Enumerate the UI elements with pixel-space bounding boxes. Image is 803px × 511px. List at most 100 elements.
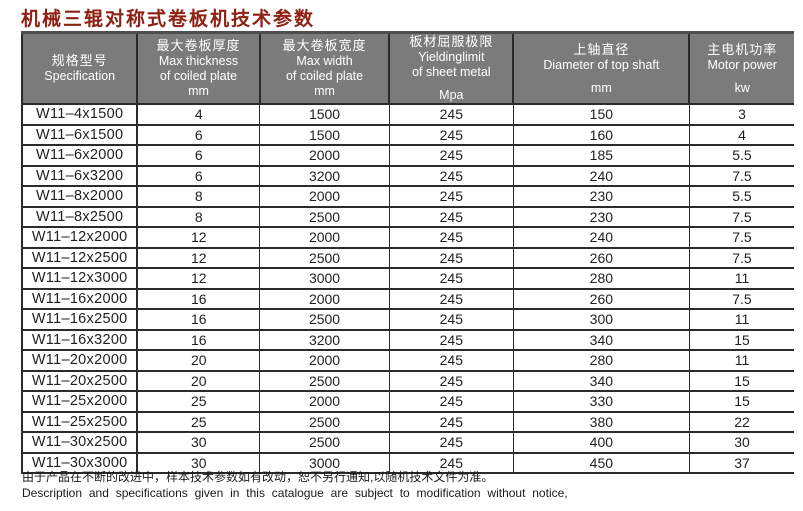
table-row: W11–6x3200 6 3200 245 240 7.5	[20, 165, 794, 187]
footer-note: 由于产品在不断的改进中，样本技术参数如有改动，恕不另行通知,以随机技术文件为准。…	[22, 470, 792, 501]
table-cell: 150	[512, 104, 690, 126]
table-cell: 16	[136, 329, 260, 351]
table-cell: 12	[136, 247, 260, 269]
table-cell: 25	[136, 391, 260, 413]
table-cell: 12	[136, 268, 260, 290]
table-cell: 245	[388, 309, 514, 331]
column-header-en: Diameter of top shaft	[543, 57, 660, 72]
table-row: W11–4x1500 4 1500 245 150 3	[20, 104, 794, 126]
table-cell: 2500	[259, 432, 390, 454]
table-cell: 1500	[259, 104, 390, 126]
table-cell: W11–25x2000	[20, 391, 138, 413]
table-cell: 11	[688, 309, 794, 331]
table-cell: 30	[136, 432, 260, 454]
table-cell: 280	[512, 268, 690, 290]
table-cell: 4	[688, 124, 794, 146]
table-cell: 2000	[259, 145, 390, 167]
column-header-en: of coiled plate	[285, 69, 364, 83]
table-row: W11–8x2000 8 2000 245 230 5.5	[20, 186, 794, 208]
table-cell: 15	[688, 391, 794, 413]
table-cell: 7.5	[688, 227, 794, 249]
table-cell: 245	[388, 452, 514, 474]
table-cell: 12	[136, 227, 260, 249]
table-cell: 245	[388, 391, 514, 413]
table-cell: W11–16x2000	[20, 288, 138, 310]
table-row: W11–8x2500 8 2500 245 230 7.5	[20, 206, 794, 228]
table-cell: 30	[136, 452, 260, 474]
table-cell: W11–12x3000	[20, 268, 138, 290]
table-cell: 20	[136, 370, 260, 392]
spec-table: 规格型号 Specification 最大卷板厚度 Max thickness of c…	[20, 31, 794, 474]
table-cell: 240	[512, 165, 690, 187]
header-row: 规格型号 Specification 最大卷板厚度 Max thickness of c…	[20, 31, 794, 105]
table-cell: 245	[388, 329, 514, 351]
column-header-unit: mm	[590, 80, 612, 95]
footer-note-en: Description and specifications given in …	[22, 485, 568, 500]
table-row: W11–12x3000 12 3000 245 280 11	[20, 268, 794, 290]
table-row: W11–16x2500 16 2500 245 300 11	[20, 309, 794, 331]
table-cell: 340	[512, 329, 690, 351]
table-cell: 16	[136, 288, 260, 310]
column-header: 板材屈服极限 Yieldinglimit of sheet metal Mpa	[388, 31, 514, 105]
table-cell: 245	[388, 247, 514, 269]
table-cell: W11–20x2500	[20, 370, 138, 392]
page-title: 机械三辊对称式卷板机技术参数	[21, 9, 316, 30]
table-cell: 280	[512, 350, 690, 372]
table-cell: 245	[388, 288, 514, 310]
table-cell: 6	[136, 124, 260, 146]
table-cell: W11–16x3200	[20, 329, 138, 351]
column-header-cn: 主电机功率	[707, 41, 778, 57]
table-cell: 245	[388, 370, 514, 392]
table-cell: 3200	[259, 165, 390, 187]
table-cell: W11–6x1500	[20, 124, 138, 146]
column-header: 规格型号 Specification	[20, 31, 138, 105]
table-row: W11–20x2000 20 2000 245 280 11	[20, 350, 794, 372]
table-cell: W11–8x2500	[20, 206, 138, 228]
table-cell: 2000	[259, 288, 390, 310]
table-cell: 245	[388, 350, 514, 372]
table-header: 规格型号 Specification 最大卷板厚度 Max thickness of c…	[20, 31, 794, 105]
table-cell: 240	[512, 227, 690, 249]
table-cell: 22	[688, 411, 794, 433]
table-cell: 380	[512, 411, 690, 433]
table-cell: 8	[136, 206, 260, 228]
column-header: 主电机功率 Motor power kw	[688, 31, 794, 105]
table-cell: 3000	[259, 268, 390, 290]
table-cell: 330	[512, 391, 690, 413]
table-cell: W11–25x2500	[20, 411, 138, 433]
table-cell: 7.5	[688, 247, 794, 269]
table-cell: 2000	[259, 186, 390, 208]
table-cell: W11–12x2000	[20, 227, 138, 249]
column-header: 上轴直径 Diameter of top shaft mm	[512, 31, 690, 105]
table-cell: 1500	[259, 124, 390, 146]
table-cell: 245	[388, 145, 514, 167]
table-cell: 340	[512, 370, 690, 392]
table-cell: 400	[512, 432, 690, 454]
table-cell: 15	[688, 370, 794, 392]
column-header-unit: kw	[734, 80, 750, 95]
table-row: W11–6x2000 6 2000 245 185 5.5	[20, 145, 794, 167]
table-cell: 245	[388, 165, 514, 187]
table-cell: 3200	[259, 329, 390, 351]
table-cell: 6	[136, 165, 260, 187]
table-row: W11–30x3000 30 3000 245 450 37	[20, 452, 794, 474]
table-cell: 2000	[259, 350, 390, 372]
column-header-en: of coiled plate	[159, 69, 238, 83]
table-cell: 6	[136, 145, 260, 167]
table-cell: W11–30x3000	[20, 452, 138, 474]
column-header: 最大卷板厚度 Max thickness of coiled plate mm	[136, 31, 260, 105]
column-header-cn: 板材屈服极限	[409, 34, 494, 49]
table-cell: 25	[136, 411, 260, 433]
table-cell: 160	[512, 124, 690, 146]
table-cell: 7.5	[688, 165, 794, 187]
table-cell: 15	[688, 329, 794, 351]
table-cell: 4	[136, 104, 260, 126]
table-cell: 230	[512, 186, 690, 208]
table-cell: 5.5	[688, 145, 794, 167]
column-header-unit: Mpa	[439, 88, 464, 102]
table-cell: 3	[688, 104, 794, 126]
table-row: W11–16x3200 16 3200 245 340 15	[20, 329, 794, 351]
table-cell: 245	[388, 411, 514, 433]
table-cell: 8	[136, 186, 260, 208]
